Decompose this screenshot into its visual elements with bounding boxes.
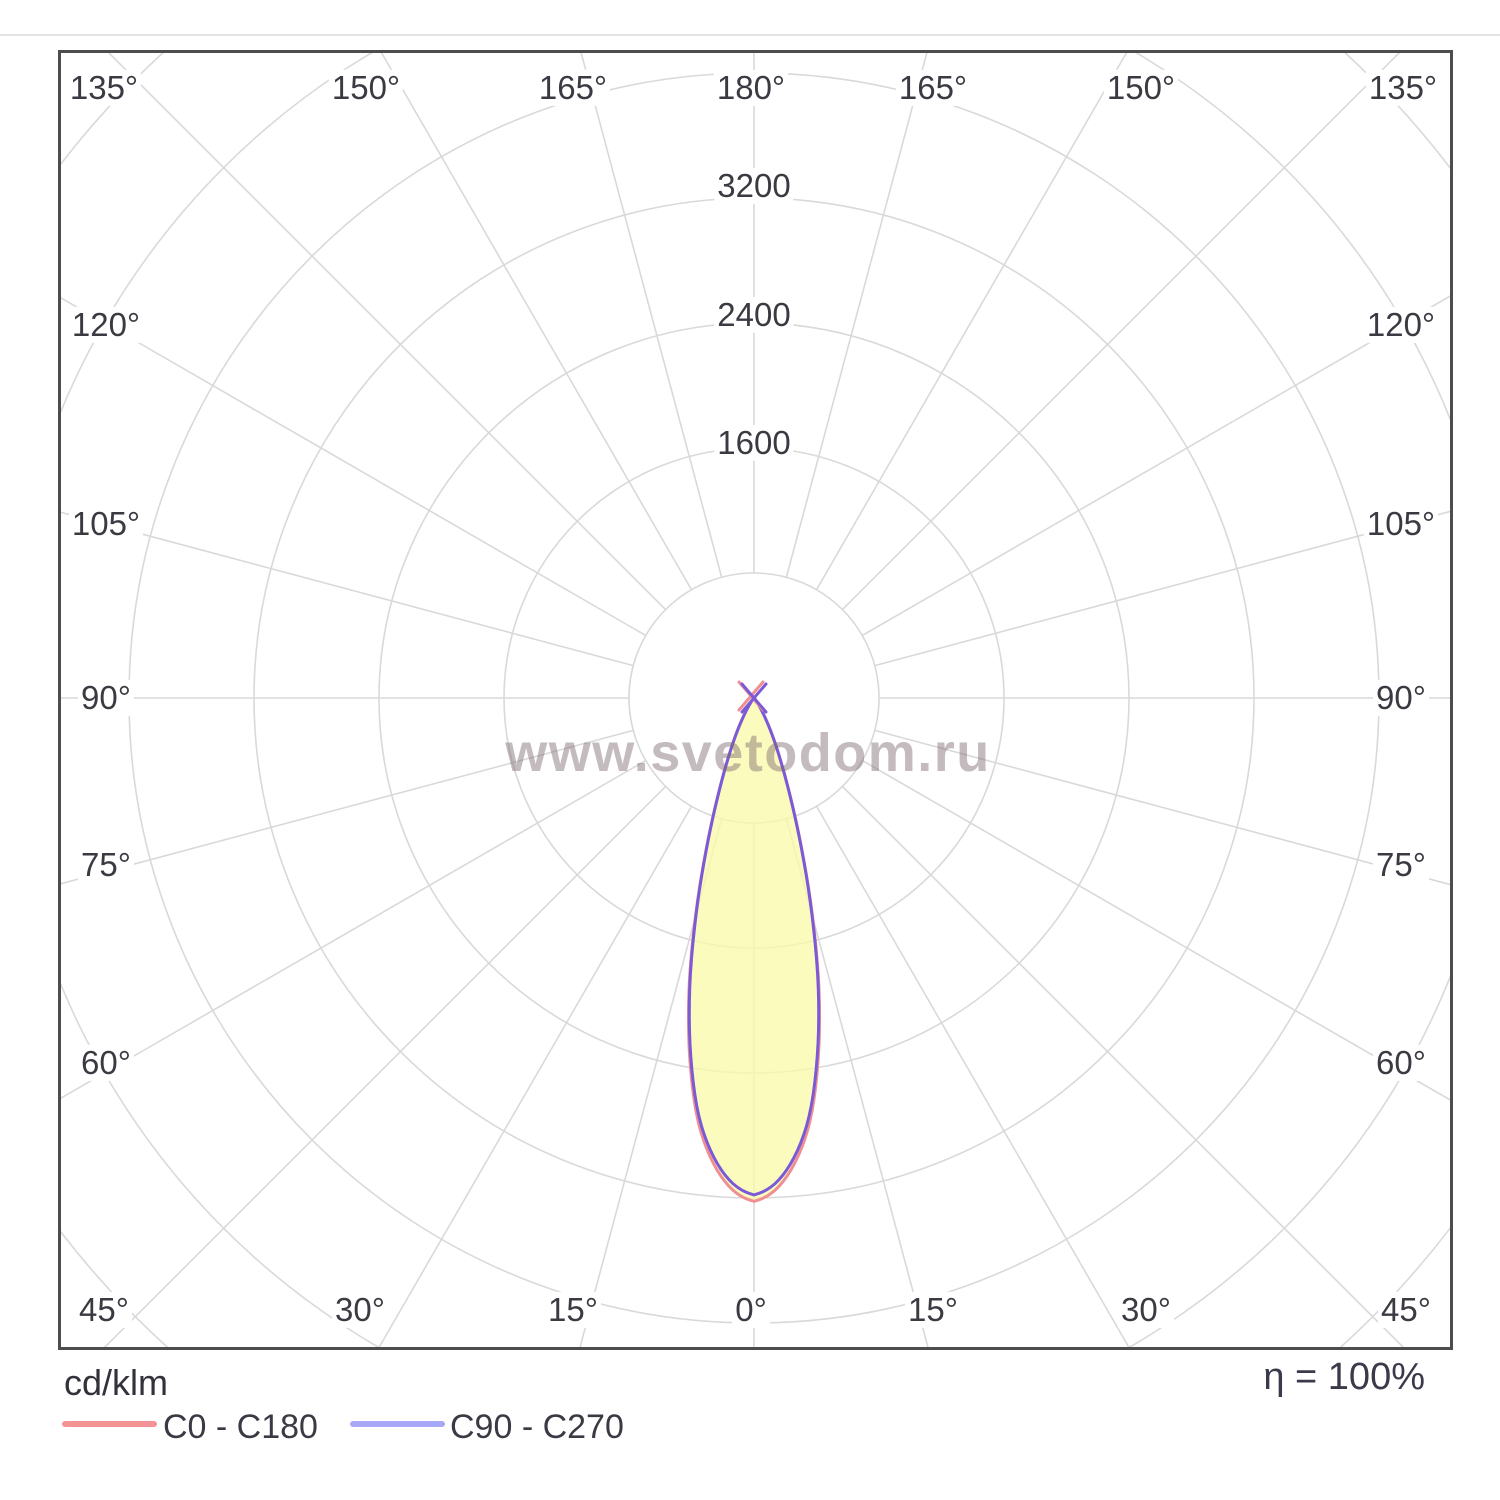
angle-label-top: 150° <box>1103 69 1179 107</box>
legend-swatch-c90 <box>350 1421 445 1427</box>
angle-label-left: 105° <box>68 505 144 543</box>
ring-value-label: 3200 <box>714 167 794 205</box>
angle-label-right: 75° <box>1373 846 1429 884</box>
efficiency-value: η = 100% <box>1263 1356 1425 1398</box>
angle-label-top: 165° <box>895 69 971 107</box>
unit-label: cd/klm <box>64 1362 169 1403</box>
legend-label-c90: C90 - C270 <box>450 1408 624 1446</box>
angle-label-right: 105° <box>1363 505 1439 543</box>
angle-label-bottom: 15° <box>905 1291 961 1329</box>
angle-label-left: 120° <box>68 306 144 344</box>
watermark-text: www.svetodom.ru <box>505 723 991 783</box>
angle-label-top: 180° <box>713 69 789 107</box>
polar-chart-canvas <box>61 53 1450 1347</box>
legend: C0 - C180 C90 - C270 <box>0 1405 1500 1455</box>
polar-chart: 135° 150° 165° 180° 165° 150° 135° 45° 30° 15° 0° 1… <box>58 50 1453 1350</box>
angle-label-left: 60° <box>78 1044 134 1082</box>
legend-swatch-c0 <box>62 1421 157 1427</box>
angle-label-bottom: 0° <box>732 1291 770 1329</box>
ring-value-label: 2400 <box>714 296 794 334</box>
ring-value-label: 1600 <box>714 424 794 462</box>
angle-label-top: 135° <box>66 69 142 107</box>
angle-label-right: 120° <box>1363 306 1439 344</box>
top-divider <box>0 34 1500 36</box>
angle-label-bottom: 30° <box>1118 1291 1174 1329</box>
angle-label-bottom: 45° <box>76 1291 132 1329</box>
angle-label-bottom: 15° <box>545 1291 601 1329</box>
angle-label-left: 90° <box>78 679 134 717</box>
angle-label-bottom: 30° <box>332 1291 388 1329</box>
angle-label-top: 135° <box>1365 69 1441 107</box>
angle-label-right: 90° <box>1373 679 1429 717</box>
angle-label-top: 150° <box>328 69 404 107</box>
legend-label-c0: C0 - C180 <box>163 1408 318 1446</box>
angle-label-left: 75° <box>78 846 134 884</box>
angle-label-top: 165° <box>535 69 611 107</box>
angle-label-right: 60° <box>1373 1044 1429 1082</box>
angle-label-bottom: 45° <box>1378 1291 1434 1329</box>
